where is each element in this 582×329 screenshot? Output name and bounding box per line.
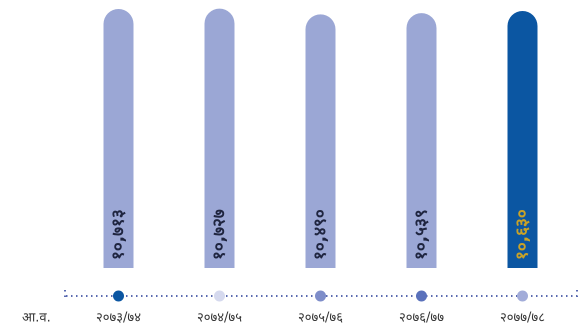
bar [305,14,336,268]
bar [103,8,134,268]
x-tick-label: २०७७/७८ [500,311,545,326]
x-tick-label: २०७३/७४ [96,311,141,326]
x-tick-label: २०७४/७५ [197,311,242,326]
value-label: १०,५३९ [412,209,432,260]
axis-marker [517,290,528,302]
bar [406,13,437,269]
axis-marker [113,290,124,302]
value-label: १०,४९० [311,209,331,260]
axis-marker [416,290,427,302]
x-tick-label: २०७६/७७ [399,311,444,326]
x-tick-label: २०७५/७६ [298,311,343,326]
value-label: १०,६३० [513,209,533,260]
value-label: १०,७२७ [210,209,230,260]
axis-marker [214,290,225,302]
bar [507,10,538,269]
bar [204,8,235,269]
x-axis-label: आ.व. [22,311,51,326]
axis-marker [315,290,326,302]
value-label: १०,७१३ [109,209,129,260]
